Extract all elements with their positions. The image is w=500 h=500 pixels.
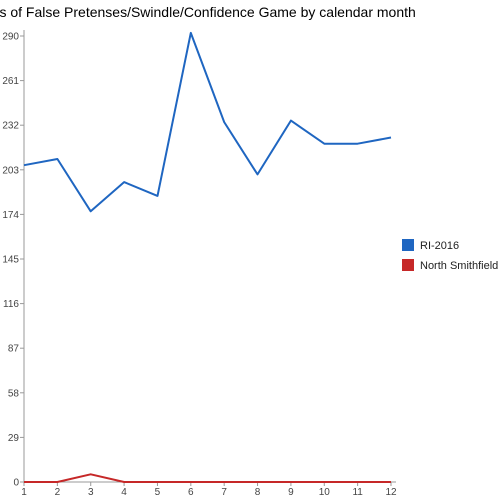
y-tick-label: 87 <box>8 344 20 355</box>
x-tick-label: 4 <box>121 487 127 498</box>
series-lines <box>23 31 392 483</box>
y-tick-label: 203 <box>2 165 19 176</box>
y-tick-label: 29 <box>8 433 20 444</box>
series-line-1 <box>23 31 392 213</box>
legend-label-1: RI-2016 <box>420 240 459 252</box>
y-tick-label: 0 <box>13 478 19 489</box>
series-line-2 <box>24 473 391 483</box>
legend-swatch-2 <box>402 259 414 271</box>
axes <box>20 30 396 486</box>
y-tick-label: 232 <box>2 121 19 132</box>
y-tick-label: 174 <box>2 210 19 221</box>
y-tick-label: 116 <box>3 299 19 310</box>
x-tick-label: 12 <box>385 487 397 498</box>
chart-title: unts of False Pretenses/Swindle/Confiden… <box>0 4 416 20</box>
x-tick-label: 7 <box>221 487 227 498</box>
y-tick-label: 58 <box>8 388 20 399</box>
x-tick-label: 9 <box>288 487 294 498</box>
y-tick-label: 261 <box>2 76 19 87</box>
legend-label-2: North Smithfield <box>420 260 498 272</box>
x-tick-label: 8 <box>255 487 261 498</box>
legend: RI-2016 North Smithfield <box>402 239 498 272</box>
x-tick-label: 1 <box>21 487 27 498</box>
x-tick-label: 5 <box>155 487 161 498</box>
x-tick-label: 10 <box>319 487 331 498</box>
x-tick-label: 2 <box>55 487 61 498</box>
y-tick-label: 290 <box>2 32 19 43</box>
y-tick-label: 145 <box>2 255 19 266</box>
x-tick-label: 6 <box>188 487 194 498</box>
x-tick-label: 11 <box>352 487 363 498</box>
legend-swatch-1 <box>402 239 414 251</box>
x-tick-label: 3 <box>88 487 94 498</box>
